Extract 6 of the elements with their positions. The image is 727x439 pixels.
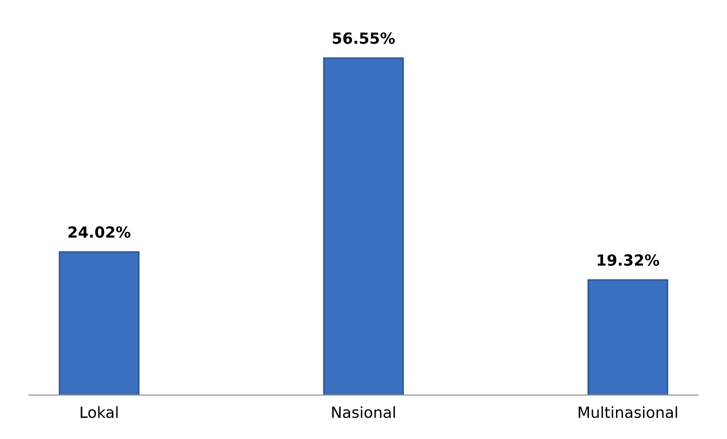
data-label: 24.02% <box>68 226 130 238</box>
data-label: 19.32% <box>598 254 660 266</box>
x-tick-label: Lokal <box>80 406 118 418</box>
x-tick-label: Multinasional <box>578 406 678 418</box>
data-label: 56.55% <box>332 32 395 44</box>
x-tick-label: Nasional <box>332 406 395 418</box>
